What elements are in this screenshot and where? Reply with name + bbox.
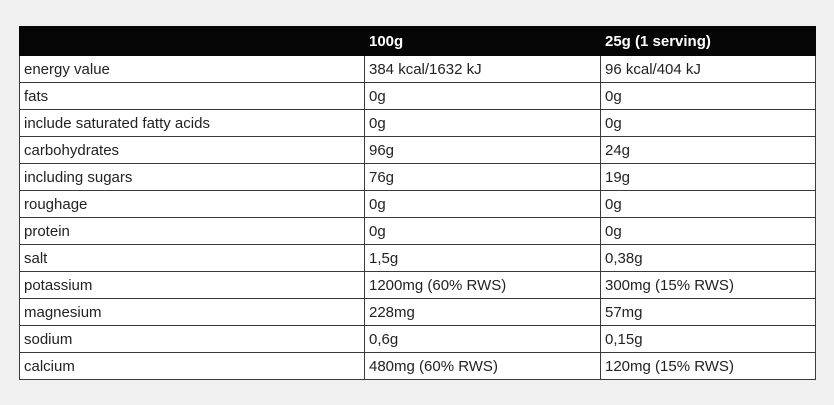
table-row: salt 1,5g 0,38g (19, 244, 816, 272)
value-per-100g: 228mg (364, 298, 601, 326)
table-row: energy value 384 kcal/1632 kJ 96 kcal/40… (19, 55, 816, 83)
table-row: sodium 0,6g 0,15g (19, 325, 816, 353)
nutrient-name: potassium (19, 271, 365, 299)
value-per-100g: 1,5g (364, 244, 601, 272)
value-per-100g: 0g (364, 190, 601, 218)
nutrient-name: salt (19, 244, 365, 272)
value-per-100g: 0g (364, 109, 601, 137)
nutrient-name: carbohydrates (19, 136, 365, 164)
table-header-row: 100g 25g (1 serving) (19, 26, 816, 56)
header-per-100g: 100g (364, 26, 601, 56)
value-per-100g: 0g (364, 82, 601, 110)
table-row: fats 0g 0g (19, 82, 816, 110)
value-per-100g: 96g (364, 136, 601, 164)
nutrient-name: roughage (19, 190, 365, 218)
nutrient-name: energy value (19, 55, 365, 83)
value-per-serving: 0g (600, 82, 816, 110)
value-per-100g: 76g (364, 163, 601, 191)
value-per-100g: 1200mg (60% RWS) (364, 271, 601, 299)
nutrient-name: include saturated fatty acids (19, 109, 365, 137)
value-per-serving: 0g (600, 217, 816, 245)
value-per-serving: 57mg (600, 298, 816, 326)
value-per-100g: 0,6g (364, 325, 601, 353)
table-row: protein 0g 0g (19, 217, 816, 245)
nutrition-table: 100g 25g (1 serving) energy value 384 kc… (19, 26, 816, 380)
value-per-serving: 19g (600, 163, 816, 191)
value-per-serving: 0g (600, 109, 816, 137)
header-per-serving: 25g (1 serving) (600, 26, 816, 56)
value-per-serving: 120mg (15% RWS) (600, 352, 816, 380)
value-per-100g: 384 kcal/1632 kJ (364, 55, 601, 83)
nutrient-name: protein (19, 217, 365, 245)
nutrient-name: sodium (19, 325, 365, 353)
header-nutrient (19, 26, 365, 56)
table-row: carbohydrates 96g 24g (19, 136, 816, 164)
value-per-serving: 24g (600, 136, 816, 164)
value-per-100g: 480mg (60% RWS) (364, 352, 601, 380)
nutrient-name: fats (19, 82, 365, 110)
table-row: roughage 0g 0g (19, 190, 816, 218)
nutrition-table-container: 100g 25g (1 serving) energy value 384 kc… (19, 26, 816, 380)
table-row: calcium 480mg (60% RWS) 120mg (15% RWS) (19, 352, 816, 380)
nutrient-name: including sugars (19, 163, 365, 191)
table-row: magnesium 228mg 57mg (19, 298, 816, 326)
value-per-serving: 96 kcal/404 kJ (600, 55, 816, 83)
value-per-serving: 300mg (15% RWS) (600, 271, 816, 299)
value-per-100g: 0g (364, 217, 601, 245)
table-row: include saturated fatty acids 0g 0g (19, 109, 816, 137)
value-per-serving: 0g (600, 190, 816, 218)
nutrient-name: magnesium (19, 298, 365, 326)
table-row: including sugars 76g 19g (19, 163, 816, 191)
value-per-serving: 0,38g (600, 244, 816, 272)
nutrient-name: calcium (19, 352, 365, 380)
table-row: potassium 1200mg (60% RWS) 300mg (15% RW… (19, 271, 816, 299)
value-per-serving: 0,15g (600, 325, 816, 353)
